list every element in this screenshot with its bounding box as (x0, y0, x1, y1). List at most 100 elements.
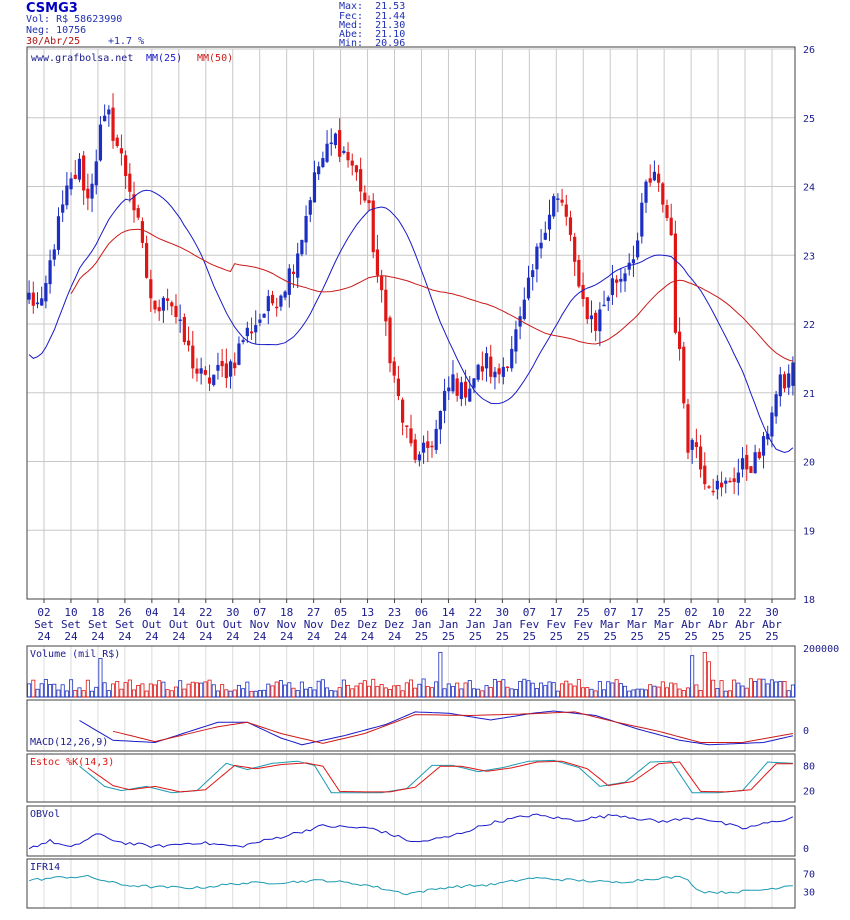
candle (136, 204, 140, 221)
rsi-y-tick: 70 (803, 870, 815, 881)
candle (350, 153, 354, 176)
volume-bar (287, 682, 292, 698)
candle (392, 357, 396, 383)
candle-body (644, 181, 648, 203)
candle-body (472, 378, 476, 388)
candle-body (606, 297, 610, 301)
candle (442, 378, 447, 424)
candle-body (690, 439, 694, 450)
volume-bar (748, 678, 753, 698)
candle (65, 172, 69, 210)
candle-body (124, 155, 128, 176)
candle (577, 254, 581, 289)
volume-bar (774, 681, 779, 698)
candle-body (304, 215, 308, 243)
candle (233, 352, 237, 376)
date-tick-day: 30 (226, 606, 239, 619)
volume-bar (560, 683, 565, 698)
candle (757, 448, 761, 460)
volume-bar (467, 680, 472, 698)
candle-body (556, 198, 560, 200)
candle (510, 336, 514, 372)
candle (170, 300, 174, 316)
date-tick-day: 02 (37, 606, 50, 619)
candle (245, 321, 249, 343)
candle-body (568, 217, 573, 235)
volume-bar (459, 688, 464, 698)
volume-bar (610, 682, 615, 698)
candle-body (254, 325, 258, 333)
volume-bar (119, 688, 124, 698)
date-tick-year: 25 (765, 630, 778, 643)
date-tick-day: 10 (711, 606, 724, 619)
candle-body (136, 208, 140, 218)
price-y-tick: 26 (803, 45, 815, 56)
candle (199, 357, 203, 385)
volume-bar (346, 684, 351, 698)
date-tick-month: Nov (250, 618, 270, 631)
volume-bar (623, 685, 628, 698)
volume-bar (547, 681, 552, 698)
candle (690, 438, 694, 464)
date-tick-month: Out (169, 618, 189, 631)
volume-bar (52, 683, 57, 698)
volume-bar (631, 689, 636, 698)
volume-bar (442, 688, 447, 698)
volume-bar (534, 688, 539, 698)
candle (405, 425, 409, 439)
candle-body (740, 458, 745, 470)
obv-panel-frame (26, 805, 796, 857)
candle (552, 193, 556, 219)
candle-body (442, 390, 447, 411)
volume-bar (115, 681, 120, 698)
volume-bar (769, 679, 774, 698)
volume-bar (736, 682, 741, 698)
price-y-tick: 20 (803, 458, 815, 469)
volume-bar (408, 679, 413, 698)
volume-bar (136, 685, 141, 698)
candle (140, 217, 145, 249)
candle (254, 310, 258, 345)
volume-bar (220, 684, 225, 698)
candle-body (94, 161, 98, 186)
candle (128, 163, 132, 203)
candle-body (749, 466, 753, 473)
volume-bar (434, 681, 439, 698)
candle (241, 338, 245, 345)
candle-body (98, 124, 103, 161)
volume-bar (652, 685, 657, 698)
date-tick-year: 25 (496, 630, 509, 643)
candles (27, 93, 795, 500)
candle (610, 264, 615, 305)
candle (740, 447, 745, 478)
candle-body (207, 377, 212, 384)
volume-bar (253, 690, 258, 698)
candle-body (757, 451, 761, 459)
volume-y-tick: 200000 (803, 644, 839, 655)
macd-title: MACD(12,26,9) (30, 737, 108, 748)
date-tick-year: 24 (334, 630, 348, 643)
volume-bar (27, 683, 32, 698)
candle (451, 360, 455, 394)
date-tick-year: 24 (64, 630, 78, 643)
candle-body (535, 246, 539, 270)
candle-body (493, 371, 497, 378)
candle (484, 346, 489, 382)
candle-body (153, 300, 157, 310)
date-tick-year: 24 (361, 630, 375, 643)
candle (69, 172, 73, 196)
volume-bar (165, 689, 170, 698)
candle-body (350, 160, 354, 166)
candle (346, 142, 350, 168)
price-y-tick: 22 (803, 320, 815, 331)
candle-body (673, 233, 677, 333)
candle (124, 150, 128, 189)
volume-bar (593, 690, 598, 698)
volume-bar (765, 683, 770, 698)
date-tick-year: 25 (604, 630, 617, 643)
volume-bar (438, 651, 443, 698)
candle (438, 410, 442, 444)
candle (606, 295, 610, 311)
candle (363, 185, 367, 203)
volume-bar (576, 679, 581, 698)
